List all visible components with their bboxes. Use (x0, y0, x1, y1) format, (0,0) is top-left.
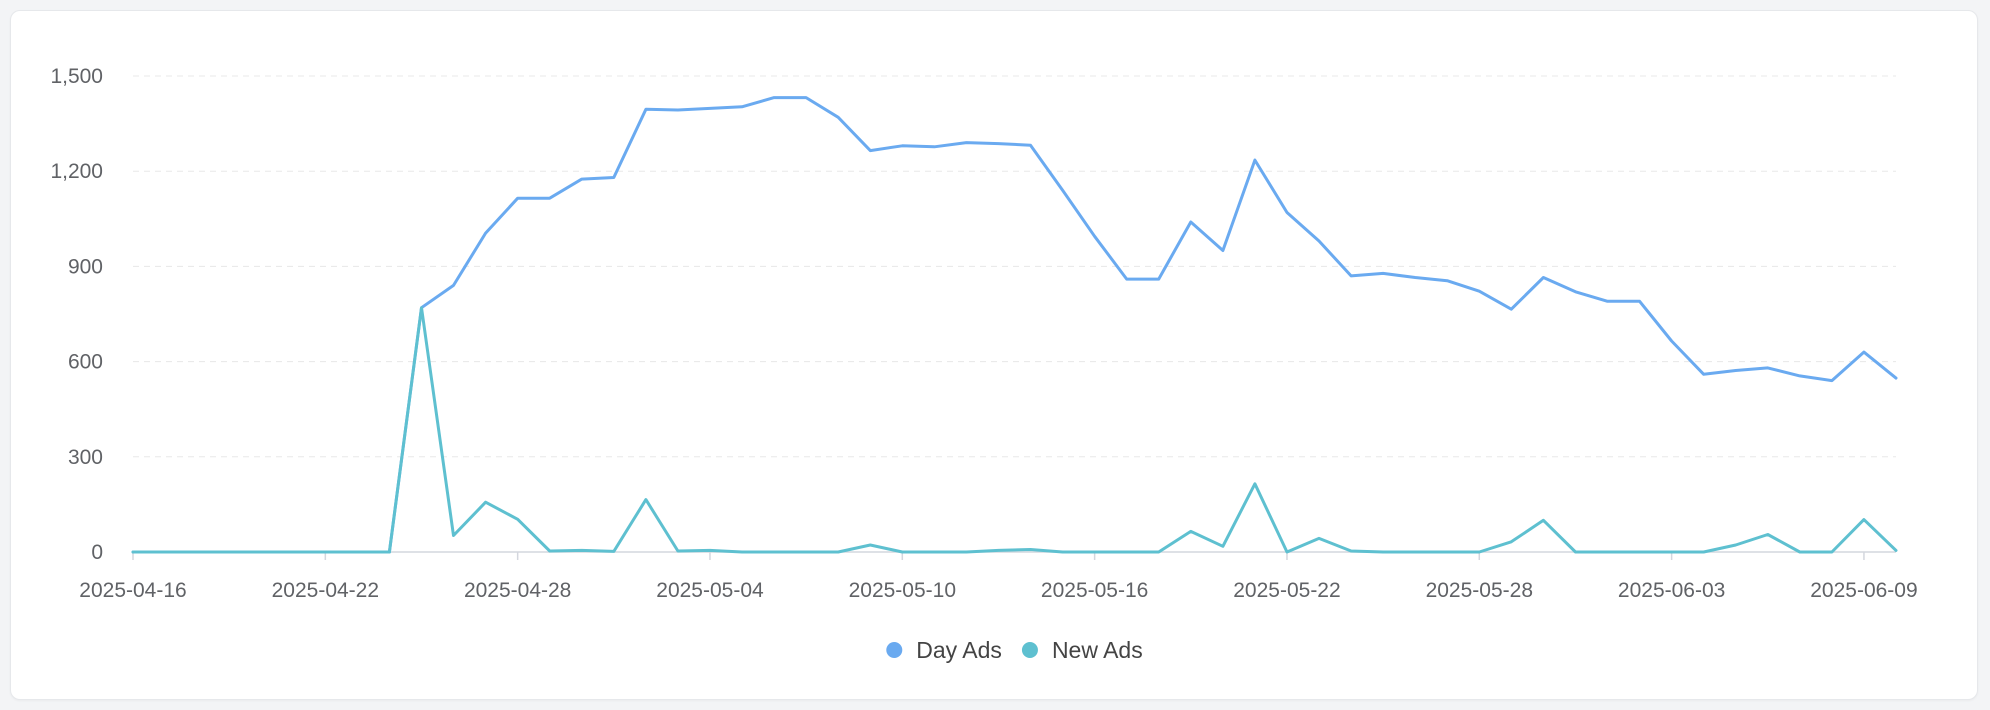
y-tick-label: 600 (68, 351, 103, 374)
series-lines (131, 96, 1898, 554)
y-axis: 0 300 600 900 1,200 1,500 (50, 65, 103, 564)
x-tick-label: 2025-05-28 (1426, 579, 1533, 602)
chart-card (10, 10, 1978, 700)
x-tick-label: 2025-05-16 (1041, 579, 1148, 602)
grid-lines (133, 75, 1896, 458)
legend-marker (886, 642, 903, 658)
y-tick-label: 300 (68, 446, 103, 469)
legend-label: New Ads (1052, 637, 1143, 663)
y-tick-label: 1,200 (50, 160, 103, 183)
y-tick-label: 1,500 (50, 65, 103, 88)
y-tick-label: 900 (68, 255, 103, 278)
x-tick-label: 2025-04-22 (272, 579, 379, 602)
x-axis: 2025-04-16 2025-04-22 2025-04-28 2025-05-04… (79, 551, 1918, 602)
x-tick-label: 2025-05-10 (849, 579, 956, 602)
series-line-new-ads[interactable] (131, 306, 1898, 554)
series-line-day-ads[interactable] (131, 96, 1898, 554)
x-tick-label: 2025-05-22 (1233, 579, 1340, 602)
x-tick-label: 2025-06-09 (1810, 579, 1917, 602)
x-tick-label: 2025-04-16 (79, 579, 186, 602)
legend-marker (1021, 642, 1038, 658)
x-tick-label: 2025-06-03 (1618, 579, 1725, 602)
legend[interactable]: Day Ads New Ads (886, 637, 1143, 663)
legend-item-new-ads[interactable]: New Ads (1021, 637, 1143, 663)
legend-item-day-ads[interactable]: Day Ads (886, 637, 1002, 663)
legend-label: Day Ads (916, 637, 1002, 663)
x-tick-label: 2025-05-04 (656, 579, 764, 602)
y-tick-label: 0 (91, 541, 103, 564)
x-tick-label: 2025-04-28 (464, 579, 571, 602)
